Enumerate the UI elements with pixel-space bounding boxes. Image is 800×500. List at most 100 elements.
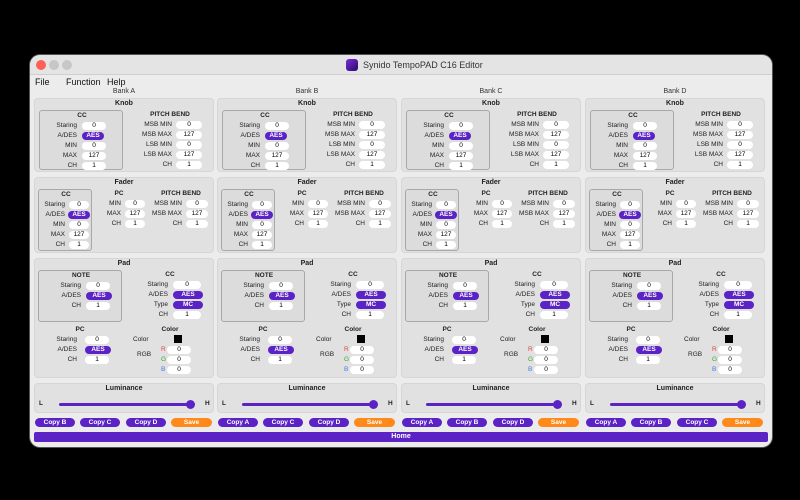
copy-button-3[interactable]: Copy D xyxy=(126,418,166,427)
lsb-min-field[interactable]: 0 xyxy=(727,141,753,149)
ch-field[interactable]: 1 xyxy=(636,356,660,364)
ades-select[interactable]: AES xyxy=(637,292,663,300)
staring-field[interactable]: 0 xyxy=(452,336,476,344)
staring-field[interactable]: 0 xyxy=(356,281,384,289)
max-field[interactable]: 127 xyxy=(633,152,657,160)
ch-field[interactable]: 1 xyxy=(737,220,759,228)
copy-button-1[interactable]: Copy A xyxy=(586,418,626,427)
color-swatch[interactable] xyxy=(174,335,182,343)
staring-field[interactable]: 0 xyxy=(636,336,660,344)
luminance-slider-track[interactable] xyxy=(426,403,558,406)
home-button[interactable]: Home xyxy=(34,432,768,442)
ades-select[interactable]: AES xyxy=(173,291,203,299)
msb-min-field[interactable]: 0 xyxy=(359,121,385,129)
max-field[interactable]: 127 xyxy=(82,152,106,160)
ch-field[interactable]: 1 xyxy=(269,302,293,310)
copy-button-2[interactable]: Copy B xyxy=(631,418,671,427)
ch-field[interactable]: 1 xyxy=(186,220,208,228)
color-swatch[interactable] xyxy=(357,335,365,343)
min-field[interactable]: 0 xyxy=(620,221,640,229)
staring-field[interactable]: 0 xyxy=(69,201,89,209)
msb-min-field[interactable]: 0 xyxy=(737,200,759,208)
min-field[interactable]: 0 xyxy=(492,200,512,208)
ch-field[interactable]: 1 xyxy=(492,220,512,228)
ch-field[interactable]: 1 xyxy=(308,220,328,228)
color-swatch[interactable] xyxy=(725,335,733,343)
ades-select[interactable]: AES xyxy=(268,346,294,354)
type-select[interactable]: MC xyxy=(356,301,386,309)
b-field[interactable]: 0 xyxy=(718,366,742,374)
lsb-min-field[interactable]: 0 xyxy=(359,141,385,149)
save-button[interactable]: Save xyxy=(538,418,579,427)
max-field[interactable]: 127 xyxy=(676,210,696,218)
staring-field[interactable]: 0 xyxy=(633,122,657,130)
copy-button-3[interactable]: Copy D xyxy=(309,418,349,427)
type-select[interactable]: MC xyxy=(173,301,203,309)
ch-field[interactable]: 1 xyxy=(637,302,661,310)
staring-field[interactable]: 0 xyxy=(436,201,456,209)
ch-field[interactable]: 1 xyxy=(540,311,568,319)
luminance-slider-thumb[interactable] xyxy=(186,400,195,409)
ades-select[interactable]: AES xyxy=(68,211,90,219)
msb-max-field[interactable]: 127 xyxy=(737,210,759,218)
ch-field[interactable]: 1 xyxy=(633,162,657,170)
staring-field[interactable]: 0 xyxy=(85,336,109,344)
min-field[interactable]: 0 xyxy=(265,142,289,150)
msb-min-field[interactable]: 0 xyxy=(369,200,391,208)
copy-button-2[interactable]: Copy C xyxy=(263,418,303,427)
menu-file[interactable]: File xyxy=(35,77,50,87)
min-field[interactable]: 0 xyxy=(252,221,272,229)
msb-max-field[interactable]: 127 xyxy=(727,131,753,139)
ades-select[interactable]: AES xyxy=(356,291,386,299)
copy-button-1[interactable]: Copy A xyxy=(218,418,258,427)
ades-select[interactable]: AES xyxy=(619,211,641,219)
copy-button-2[interactable]: Copy C xyxy=(80,418,120,427)
ades-select[interactable]: AES xyxy=(435,211,457,219)
msb-max-field[interactable]: 127 xyxy=(186,210,208,218)
save-button[interactable]: Save xyxy=(722,418,763,427)
r-field[interactable]: 0 xyxy=(718,346,742,354)
ades-select[interactable]: AES xyxy=(449,132,471,140)
luminance-slider-track[interactable] xyxy=(59,403,191,406)
ades-select[interactable]: AES xyxy=(85,346,111,354)
staring-field[interactable]: 0 xyxy=(86,282,110,290)
min-field[interactable]: 0 xyxy=(69,221,89,229)
lsb-min-field[interactable]: 0 xyxy=(176,141,202,149)
max-field[interactable]: 127 xyxy=(252,231,272,239)
copy-button-1[interactable]: Copy B xyxy=(35,418,75,427)
ch-field[interactable]: 1 xyxy=(265,162,289,170)
g-field[interactable]: 0 xyxy=(350,356,374,364)
msb-min-field[interactable]: 0 xyxy=(186,200,208,208)
max-field[interactable]: 127 xyxy=(125,210,145,218)
g-field[interactable]: 0 xyxy=(718,356,742,364)
min-field[interactable]: 0 xyxy=(676,200,696,208)
luminance-slider-thumb[interactable] xyxy=(369,400,378,409)
ch-field[interactable]: 1 xyxy=(436,241,456,249)
min-field[interactable]: 0 xyxy=(436,221,456,229)
max-field[interactable]: 127 xyxy=(492,210,512,218)
ch-field[interactable]: 1 xyxy=(449,162,473,170)
msb-max-field[interactable]: 127 xyxy=(369,210,391,218)
ades-select[interactable]: AES xyxy=(453,292,479,300)
close-button[interactable] xyxy=(36,60,46,70)
staring-field[interactable]: 0 xyxy=(82,122,106,130)
ch-field[interactable]: 1 xyxy=(553,220,575,228)
type-select[interactable]: MC xyxy=(540,301,570,309)
lsb-max-field[interactable]: 127 xyxy=(543,151,569,159)
luminance-slider-thumb[interactable] xyxy=(553,400,562,409)
msb-max-field[interactable]: 127 xyxy=(553,210,575,218)
min-field[interactable]: 0 xyxy=(308,200,328,208)
ades-select[interactable]: AES xyxy=(452,346,478,354)
msb-min-field[interactable]: 0 xyxy=(176,121,202,129)
msb-max-field[interactable]: 127 xyxy=(543,131,569,139)
ch-field[interactable]: 1 xyxy=(359,161,385,169)
color-swatch[interactable] xyxy=(541,335,549,343)
min-field[interactable]: 0 xyxy=(82,142,106,150)
max-field[interactable]: 127 xyxy=(449,152,473,160)
ch-field[interactable]: 1 xyxy=(69,241,89,249)
msb-min-field[interactable]: 0 xyxy=(553,200,575,208)
min-field[interactable]: 0 xyxy=(633,142,657,150)
g-field[interactable]: 0 xyxy=(167,356,191,364)
ades-select[interactable]: AES xyxy=(633,132,655,140)
max-field[interactable]: 127 xyxy=(265,152,289,160)
